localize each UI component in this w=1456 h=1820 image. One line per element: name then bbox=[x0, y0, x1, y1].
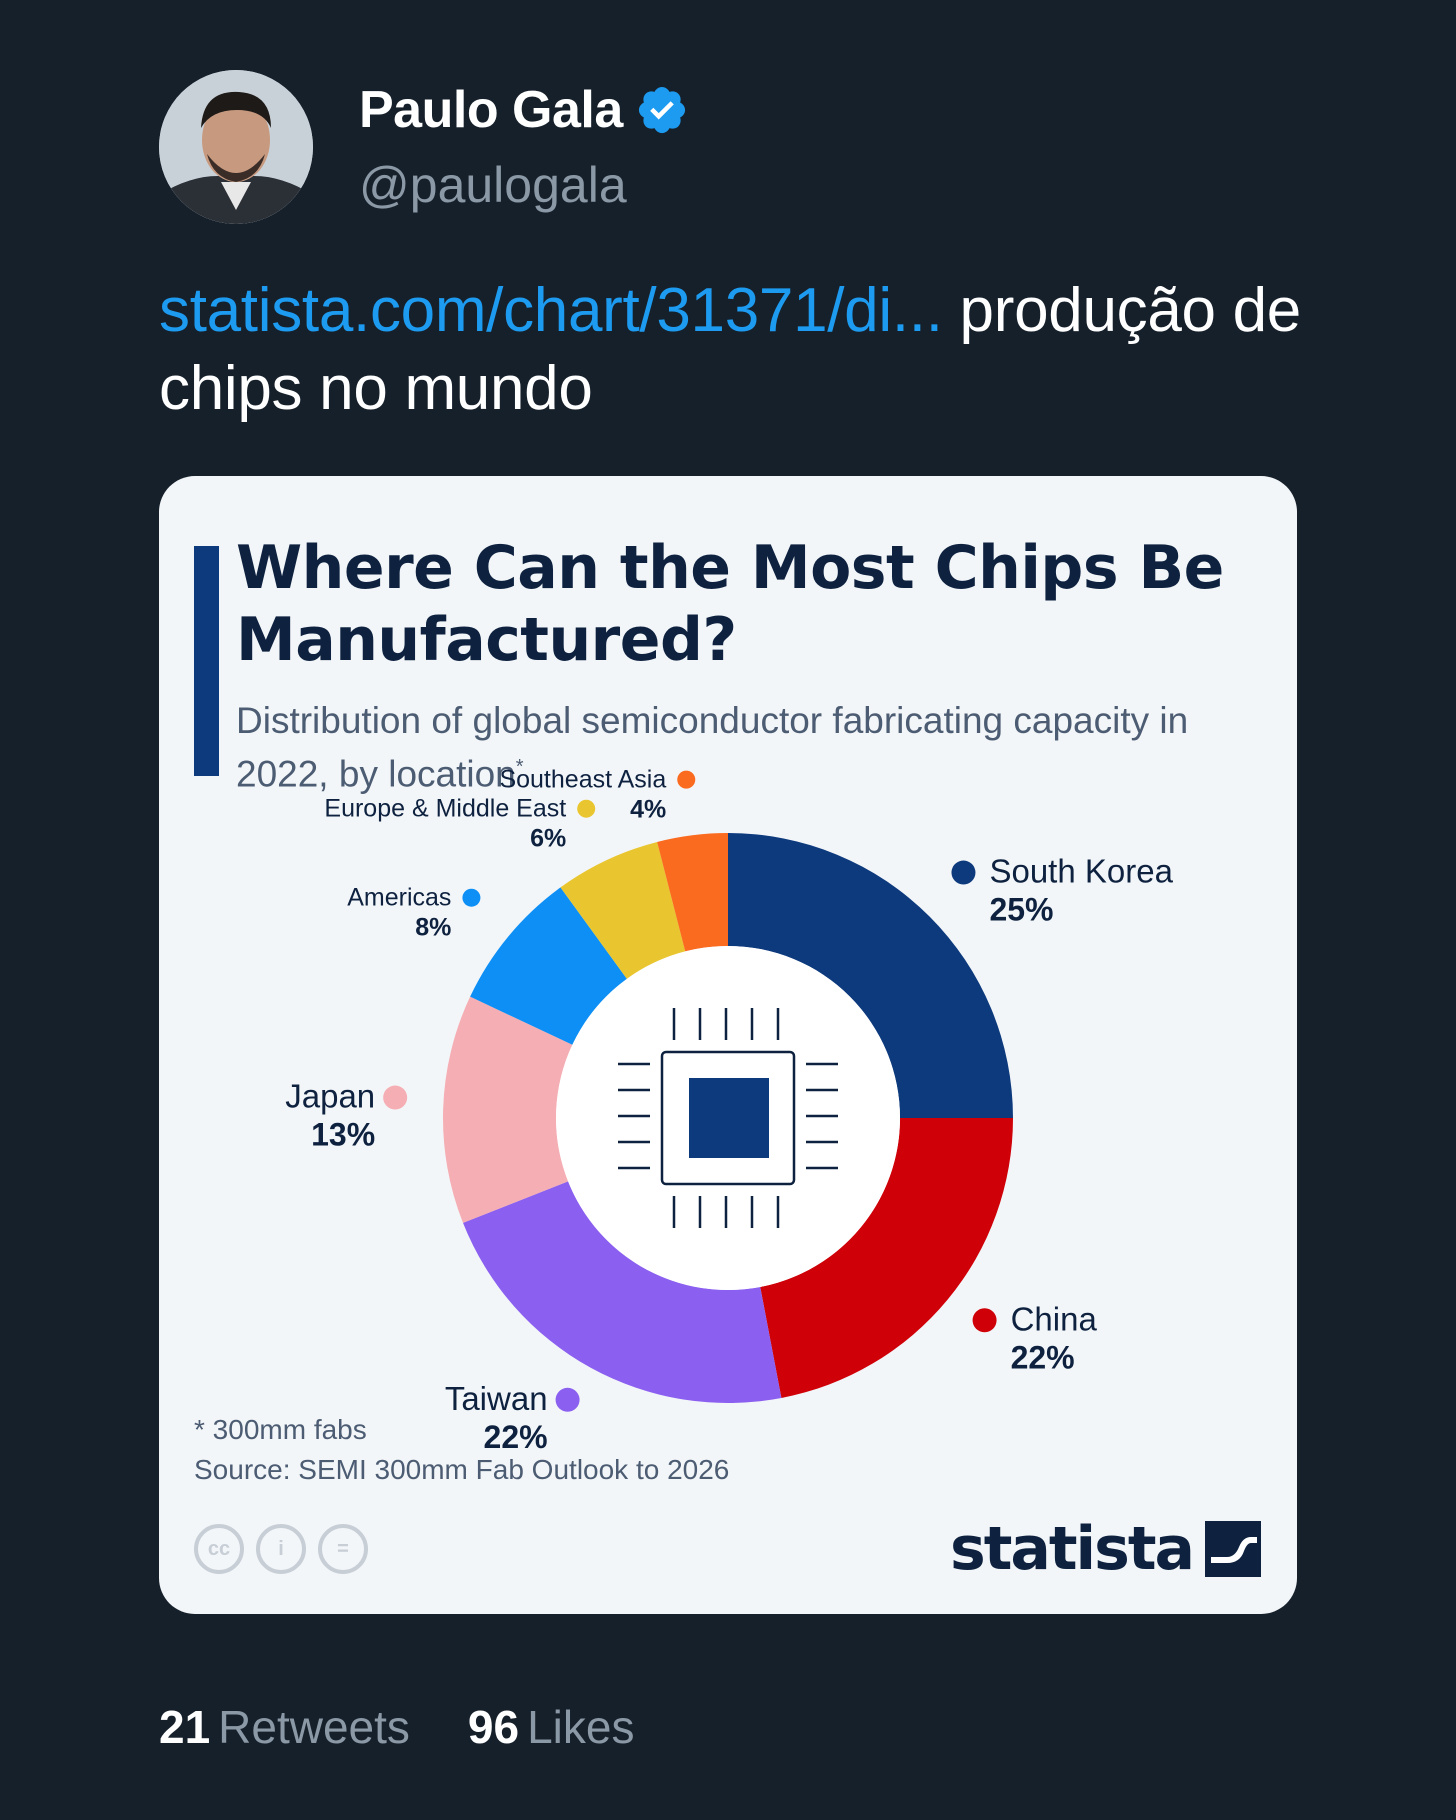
slice-europe-middle-east[interactable] bbox=[560, 841, 686, 979]
data-label-name: Europe & Middle East bbox=[324, 795, 566, 823]
chart-subtitle: Distribution of global semiconductor fab… bbox=[236, 698, 1236, 797]
chart-source: Source: SEMI 300mm Fab Outlook to 2026 bbox=[194, 1454, 730, 1485]
statista-logo[interactable]: statista bbox=[950, 1514, 1261, 1584]
tweet-header: Paulo Gala @paulogala bbox=[159, 70, 1309, 226]
attribution-icon[interactable]: i bbox=[256, 1524, 306, 1574]
legend-dot bbox=[462, 888, 481, 907]
author-block: Paulo Gala @paulogala bbox=[359, 80, 689, 214]
data-label-name: China bbox=[1011, 1300, 1098, 1337]
legend-dot bbox=[555, 1387, 580, 1412]
data-label-value: 22% bbox=[1011, 1339, 1075, 1375]
data-label-name: Taiwan bbox=[445, 1380, 548, 1417]
data-label-value: 13% bbox=[311, 1117, 375, 1153]
avatar[interactable] bbox=[159, 70, 313, 224]
author-handle[interactable]: @paulogala bbox=[359, 157, 627, 213]
tweet-link[interactable]: statista.com/chart/31371/di... bbox=[159, 276, 943, 345]
legend-dot bbox=[951, 860, 976, 885]
likes-stat[interactable]: 96 Likes bbox=[468, 1700, 635, 1754]
data-label-value: 25% bbox=[989, 892, 1053, 928]
legend-dot bbox=[972, 1308, 997, 1333]
tweet-text: statista.com/chart/31371/di... produção … bbox=[159, 272, 1309, 428]
data-label-value: 4% bbox=[630, 796, 666, 824]
verified-badge-icon bbox=[638, 86, 685, 134]
likes-count: 96 bbox=[467, 1701, 520, 1753]
retweets-label: Retweets bbox=[218, 1701, 410, 1753]
retweets-count: 21 bbox=[159, 1701, 211, 1753]
title-accent-bar bbox=[194, 546, 219, 776]
license-icons: cc i = bbox=[194, 1524, 368, 1574]
slice-japan[interactable] bbox=[443, 996, 573, 1223]
chart-subtitle-text: Distribution of global semiconductor fab… bbox=[236, 700, 1189, 795]
no-derivatives-icon[interactable]: = bbox=[318, 1524, 368, 1574]
chart-subtitle-mark: * bbox=[515, 756, 524, 778]
slice-south-korea[interactable] bbox=[728, 833, 1013, 1118]
slice-southeast-asia[interactable] bbox=[657, 833, 728, 952]
data-label-name: South Korea bbox=[989, 853, 1173, 890]
statista-mark-icon bbox=[1205, 1521, 1261, 1577]
chart-footnote: * 300mm fabs bbox=[194, 1414, 367, 1445]
slice-china[interactable] bbox=[760, 1118, 1013, 1398]
retweets-stat[interactable]: 21 Retweets bbox=[159, 1700, 410, 1754]
creative-commons-icon[interactable]: cc bbox=[194, 1524, 244, 1574]
data-label-name: Japan bbox=[285, 1078, 375, 1115]
legend-dot bbox=[383, 1085, 408, 1110]
slice-americas[interactable] bbox=[470, 887, 627, 1045]
data-label-name: Southeast Asia bbox=[499, 766, 666, 794]
author-name[interactable]: Paulo Gala bbox=[359, 81, 623, 139]
data-label-value: 22% bbox=[484, 1419, 548, 1455]
chart-title: Where Can the Most Chips Be Manufactured… bbox=[236, 533, 1224, 675]
data-label-value: 6% bbox=[530, 825, 566, 853]
likes-label: Likes bbox=[527, 1701, 635, 1753]
chip-icon bbox=[618, 1008, 838, 1228]
data-label-value: 8% bbox=[415, 914, 451, 942]
brand-name: statista bbox=[949, 1514, 1195, 1584]
tweet-stats: 21 Retweets 96 Likes bbox=[159, 1700, 634, 1754]
donut-chart: South Korea25%China22%Taiwan22%Japan13%A… bbox=[285, 766, 1173, 1455]
legend-dot bbox=[577, 799, 596, 818]
media-card[interactable]: Where Can the Most Chips Be Manufactured… bbox=[159, 476, 1297, 1614]
data-label-name: Americas bbox=[347, 884, 451, 912]
legend-dot bbox=[677, 770, 696, 789]
tweet-body: produção de chips no mundo bbox=[159, 276, 1301, 423]
slice-taiwan[interactable] bbox=[463, 1181, 782, 1403]
